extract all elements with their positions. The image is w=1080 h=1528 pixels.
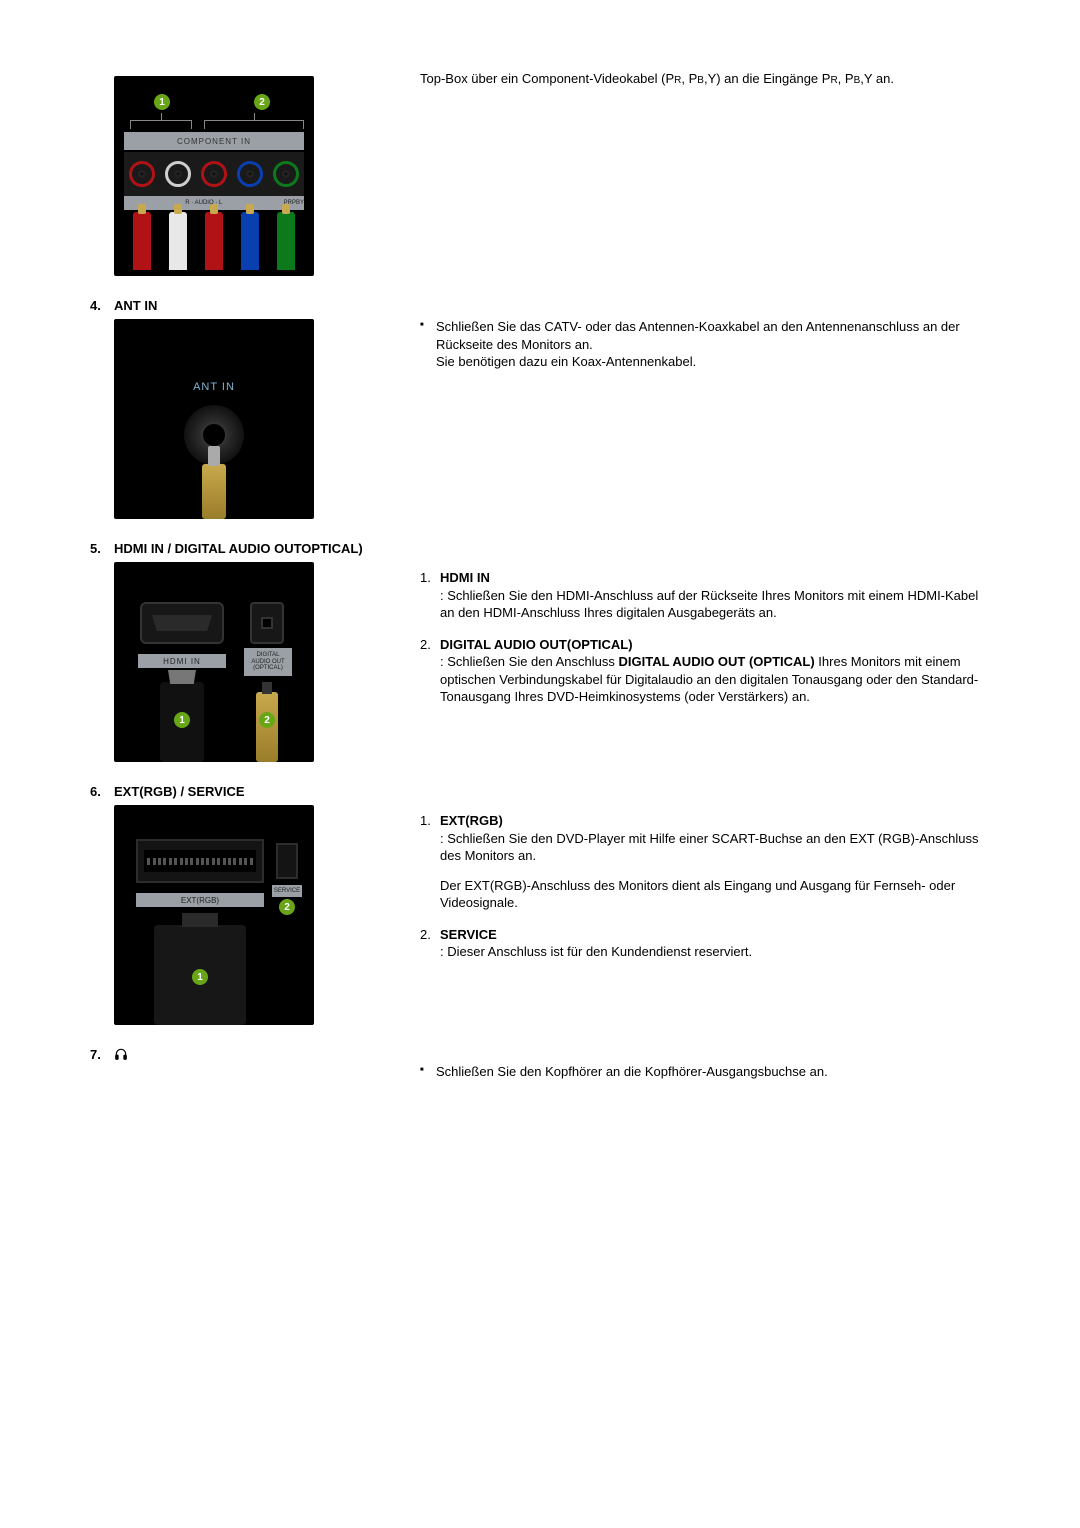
item5-num: 5. (90, 541, 114, 556)
hdmi-label: HDMI IN (138, 654, 226, 668)
hdmi-sub2-n: 2. (420, 636, 431, 654)
item7-num: 7. (90, 1047, 114, 1064)
ext-sub2: 2. SERVICE : Dieser Anschluss ist für de… (420, 926, 990, 961)
hdmi-illustration: HDMI IN DIGITALAUDIO OUT(OPTICAL) 1 2 (114, 562, 314, 762)
ext-label: EXT(RGB) (136, 893, 264, 907)
page: 1 2 COMPONENT IN R · AUDIO · L PR (0, 0, 1080, 1085)
component-top-text: Top-Box über ein Component-Videokabel (P… (420, 70, 990, 88)
rca-plugs (124, 212, 304, 276)
item5-title: HDMI IN / DIGITAL AUDIO OUTOPTICAL) (114, 541, 363, 556)
component-in-label: COMPONENT IN (124, 132, 304, 150)
ext-sub2-body: : Dieser Anschluss ist für den Kundendie… (440, 944, 752, 959)
hdmi-sub2: 2. DIGITAL AUDIO OUT(OPTICAL) : Schließe… (420, 636, 990, 706)
item6-title: EXT(RGB) / SERVICE (114, 784, 245, 799)
ant-in-bullet: Schließen Sie das CATV- oder das Antenne… (420, 318, 990, 371)
ext-badge-1: 1 (192, 969, 208, 985)
ant-in-illustration: ANT IN (114, 319, 314, 519)
hdmi-badge-2: 2 (259, 712, 275, 728)
hdmi-sub1-head: HDMI IN (440, 570, 490, 585)
item4-num: 4. (90, 298, 114, 313)
headphone-icon (114, 1047, 128, 1064)
hdmi-sub1-body: : Schließen Sie den HDMI-Anschluss auf d… (440, 588, 978, 621)
hdmi-sub2-head: DIGITAL AUDIO OUT(OPTICAL) (440, 637, 633, 652)
badge-1: 1 (154, 94, 170, 110)
ext-sub2-n: 2. (420, 926, 431, 944)
ext-sub1: 1. EXT(RGB) : Schließen Sie den DVD-Play… (420, 812, 990, 912)
jlabel-y: Y (300, 200, 304, 206)
hdmi-sub1: 1. HDMI IN : Schließen Sie den HDMI-Ansc… (420, 569, 990, 622)
badge-2: 2 (254, 94, 270, 110)
ant-in-text2: Sie benötigen dazu ein Koax-Antennenkabe… (436, 354, 696, 369)
optical-label: DIGITALAUDIO OUT(OPTICAL) (244, 648, 292, 676)
component-in-illustration: 1 2 COMPONENT IN R · AUDIO · L PR (114, 76, 314, 276)
section-component: 1 2 COMPONENT IN R · AUDIO · L PR (90, 70, 990, 282)
hdmi-badge-1: 1 (174, 712, 190, 728)
ext-sub1-extra: Der EXT(RGB)-Anschluss des Monitors dien… (440, 877, 990, 912)
ext-sub2-head: SERVICE (440, 927, 497, 942)
ant-in-label: ANT IN (114, 381, 314, 393)
jacks-row (124, 152, 304, 196)
section-headphone: 7. Schließen Sie den Kopfhörer an die Ko… (90, 1047, 990, 1085)
jlabel-audio: R · AUDIO · L (124, 200, 284, 206)
ext-badge-2: 2 (279, 899, 295, 915)
section-ant-in: 4. ANT IN ANT IN Schließen Sie das CATV-… (90, 298, 990, 525)
ext-sub1-n: 1. (420, 812, 431, 830)
ant-in-text: Schließen Sie das CATV- oder das Antenne… (436, 319, 960, 352)
svc-label: SERVICE (272, 885, 302, 897)
hdmi-sub1-n: 1. (420, 569, 431, 587)
hdmi-sub2-body: : Schließen Sie den Anschluss DIGITAL AU… (440, 654, 978, 704)
headphone-bullet: Schließen Sie den Kopfhörer an die Kopfh… (420, 1063, 990, 1081)
section-extrgb: 6. EXT(RGB) / SERVICE EXT(RGB) SERVICE 1… (90, 784, 990, 1031)
item6-num: 6. (90, 784, 114, 799)
section-hdmi: 5. HDMI IN / DIGITAL AUDIO OUTOPTICAL) H… (90, 541, 990, 768)
ext-sub1-head: EXT(RGB) (440, 813, 503, 828)
jlabel-pb: PB (292, 200, 300, 206)
extrgb-illustration: EXT(RGB) SERVICE 1 2 (114, 805, 314, 1025)
coax-plug (202, 464, 226, 519)
ext-sub1-body: : Schließen Sie den DVD-Player mit Hilfe… (440, 831, 979, 864)
item4-title: ANT IN (114, 298, 157, 313)
